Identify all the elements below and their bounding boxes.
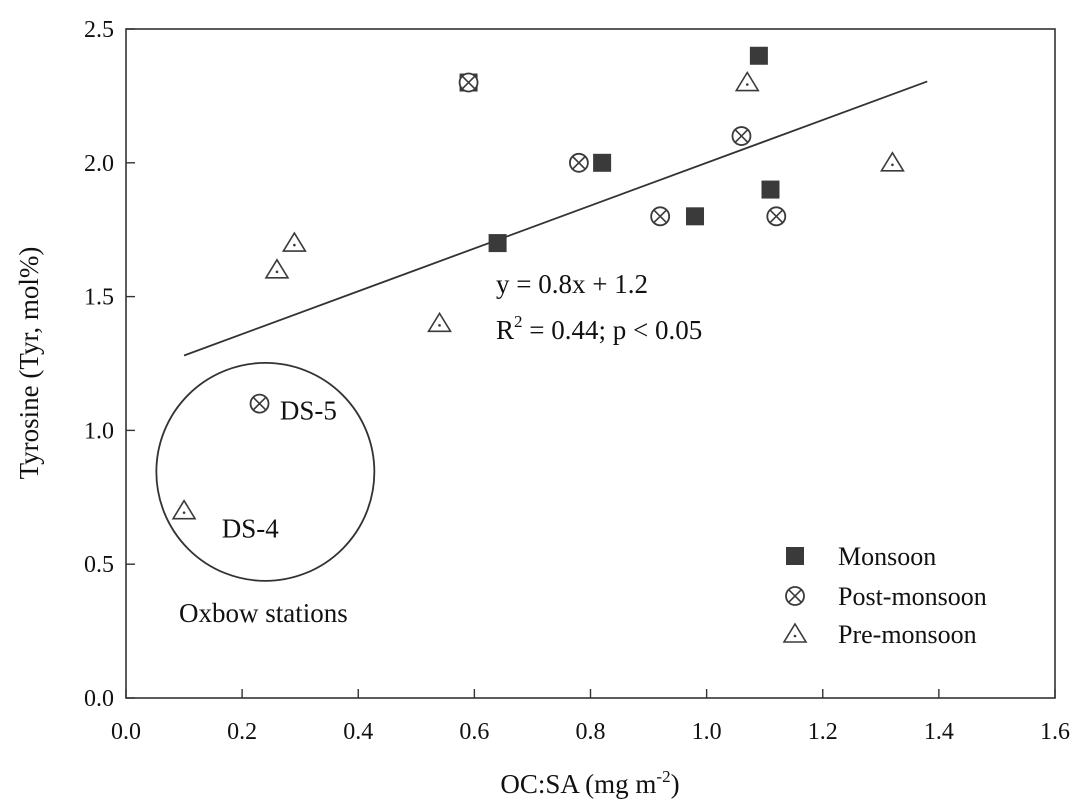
y-axis-title: Tyrosine (Tyr, mol%) [14, 247, 44, 480]
x-tick-label: 1.4 [924, 719, 954, 745]
legend-marker-pre-monsoon [782, 622, 808, 643]
y-axis-ticks: 0.0 0.5 1.0 1.5 2.0 2.5 [84, 17, 135, 712]
r-squared-label: R2 = 0.44; p < 0.05 [496, 312, 702, 345]
data-point-monsoon [593, 153, 612, 172]
x-tick-label: 0.2 [227, 719, 257, 745]
data-point-monsoon [686, 207, 705, 226]
data-point-monsoon [761, 180, 780, 199]
data-point-pre-monsoon [171, 499, 197, 520]
data-point-post-monsoon [731, 126, 752, 146]
legend-label-monsoon: Monsoon [838, 542, 936, 571]
data-point-monsoon [488, 234, 507, 253]
y-tick-label: 0.5 [84, 552, 114, 578]
data-point-post-monsoon [458, 72, 479, 93]
x-axis-ticks: 0.0 0.2 0.4 0.6 0.8 1.0 1.2 1.4 1.6 [111, 689, 1070, 745]
x-tick-label: 1.0 [692, 719, 722, 745]
station-label-ds4: DS-4 [222, 513, 280, 543]
oxbow-stations-label: Oxbow stations [179, 598, 348, 628]
y-tick-label: 1.5 [84, 285, 114, 311]
data-point-pre-monsoon [879, 151, 905, 172]
x-tick-label: 1.2 [808, 719, 838, 745]
legend-marker-post-monsoon [785, 586, 805, 606]
regression-equation: y = 0.8x + 1.2 [496, 269, 648, 299]
data-points [171, 46, 905, 520]
legend-label-pre-monsoon: Pre-monsoon [838, 620, 977, 649]
data-point-pre-monsoon [427, 311, 452, 333]
y-tick-label: 0.0 [84, 686, 114, 712]
data-point-post-monsoon [568, 152, 589, 173]
station-label-ds5: DS-5 [280, 396, 337, 426]
x-tick-label: 0.0 [111, 719, 141, 745]
data-point-monsoon [749, 46, 768, 65]
data-point-post-monsoon [650, 206, 671, 227]
x-tick-label: 0.4 [343, 719, 373, 745]
legend-label-post-monsoon: Post-monsoon [838, 582, 987, 611]
y-tick-label: 1.0 [84, 418, 114, 444]
x-tick-label: 0.6 [459, 719, 489, 745]
data-point-pre-monsoon [734, 70, 760, 92]
x-tick-label: 1.6 [1040, 719, 1070, 745]
data-point-pre-monsoon [281, 231, 307, 252]
y-tick-label: 2.0 [84, 151, 114, 177]
oxbow-stations-circle [155, 361, 376, 582]
x-axis-title: OC:SA (mg m-2) [500, 767, 679, 799]
legend: Monsoon Post-monsoon Pre-monsoon [782, 542, 987, 649]
data-point-post-monsoon [766, 206, 787, 227]
data-point-post-monsoon [249, 393, 270, 414]
legend-marker-monsoon [786, 547, 804, 565]
regression-line [183, 80, 928, 357]
data-point-pre-monsoon [264, 258, 290, 279]
y-tick-label: 2.5 [84, 17, 114, 43]
x-tick-label: 0.8 [576, 719, 606, 745]
